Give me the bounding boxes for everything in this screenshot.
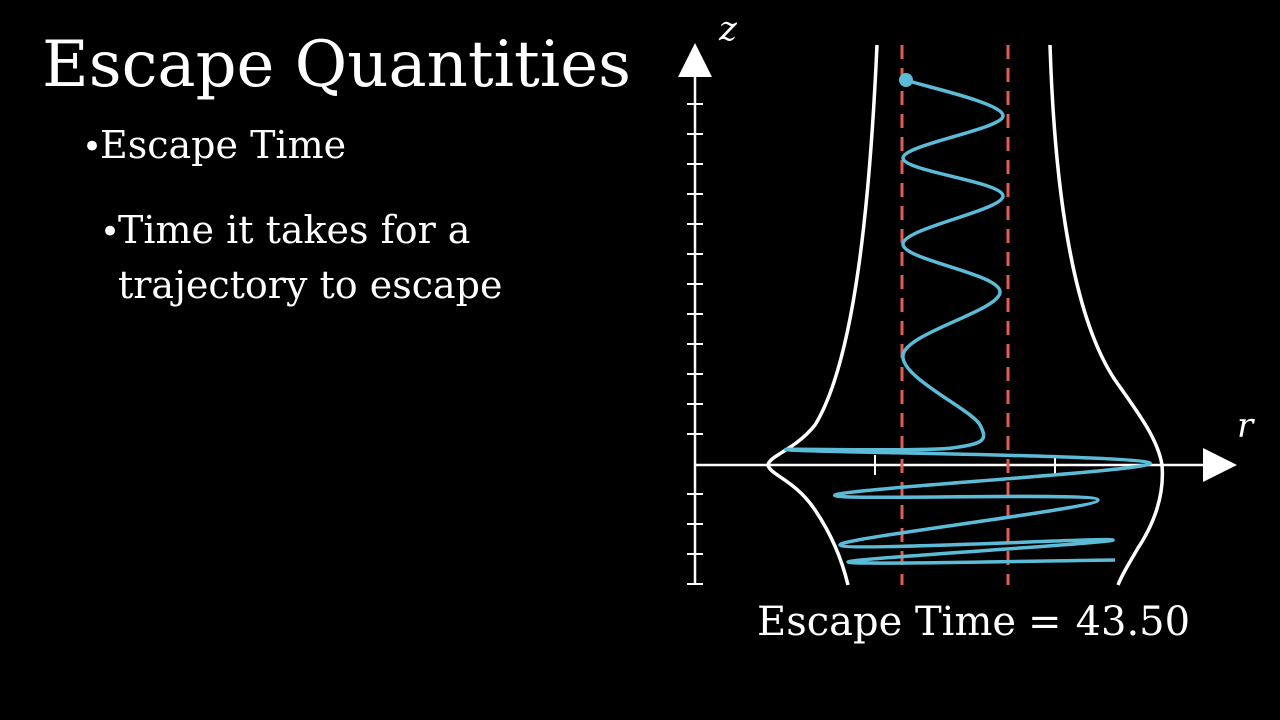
- slide-title: Escape Quantities: [42, 28, 631, 102]
- bullet-marker: •: [82, 127, 103, 167]
- bullet-definition: •Time it takes for a trajectory to escap…: [100, 203, 540, 313]
- r-axis-arrowhead: [1203, 448, 1237, 482]
- z-axis-ticks: [687, 103, 703, 585]
- escape-time-value: 43.50: [1075, 599, 1191, 645]
- r-axis-label: r: [1237, 406, 1254, 446]
- z-axis-arrowhead: [678, 43, 712, 77]
- bullet-definition-text: Time it takes for a trajectory to escape: [118, 208, 503, 308]
- bullet-escape-time: •Escape Time: [82, 118, 346, 173]
- right-boundary-curve: [1048, 44, 1165, 586]
- z-axis: [678, 43, 712, 585]
- left-boundary-curve: [766, 44, 879, 586]
- bullet-marker: •: [100, 212, 121, 252]
- equals-sign: =: [1028, 599, 1062, 645]
- bullet-escape-time-text: Escape Time: [100, 123, 347, 167]
- trajectory-start-point: [899, 73, 913, 87]
- trajectory-curve: [784, 78, 1152, 565]
- escape-time-readout: Escape Time = 43.50: [757, 600, 1190, 644]
- escape-time-label: Escape Time: [757, 599, 1017, 645]
- z-axis-label: z: [719, 9, 737, 49]
